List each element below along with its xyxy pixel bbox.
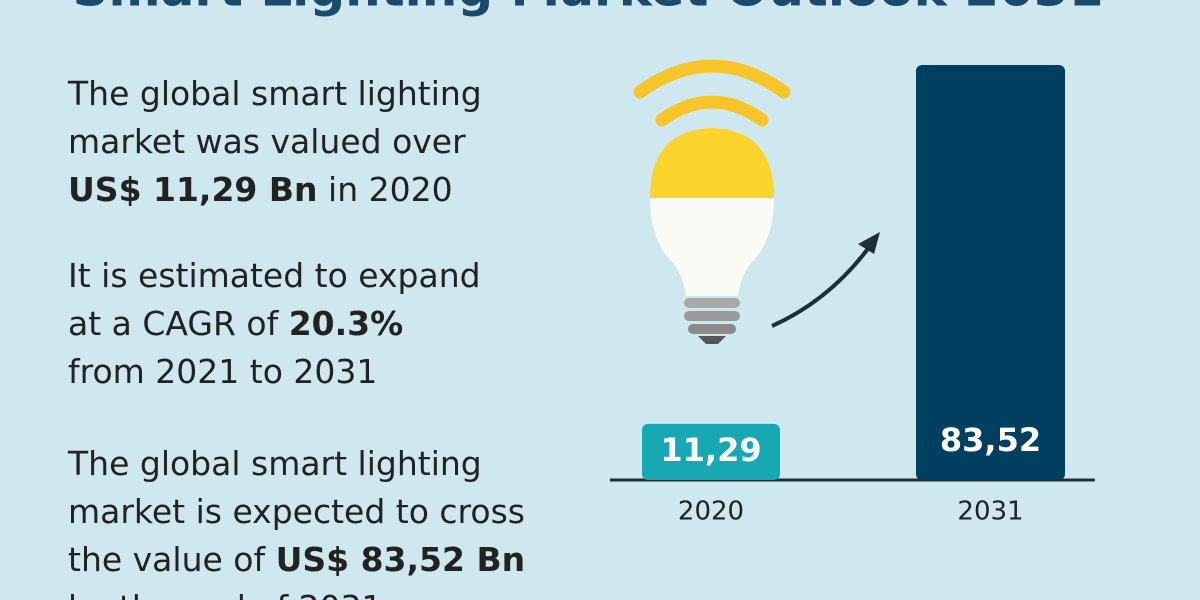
text-span: from 2021 to 2031: [68, 352, 377, 391]
paragraph-line: It is estimated to expand: [68, 256, 481, 295]
paragraph-line: at a CAGR of 20.3%: [68, 304, 403, 343]
paragraph-line: The global smart lighting: [67, 444, 482, 483]
title: Smart Lighting Market Outlook 2031: [73, 0, 1104, 18]
bar: [916, 65, 1065, 480]
text-span: market is expected to cross: [68, 492, 525, 531]
bold-text: 20.3%: [289, 304, 404, 343]
paragraph-line: from 2021 to 2031: [68, 352, 377, 391]
paragraph-line: the value of US$ 83,52 Bn: [68, 540, 525, 579]
paragraph-line: by the end of 2031: [68, 588, 383, 600]
paragraph-line: market is expected to cross: [68, 492, 525, 531]
value-label: 83,52: [940, 421, 1041, 459]
value-label: 11,29: [660, 431, 761, 469]
bold-text: US$ 11,29 Bn: [68, 170, 318, 209]
text-span: market was valued over: [68, 122, 466, 161]
text-span: in 2020: [318, 170, 453, 209]
text-span: the value of: [68, 540, 276, 579]
x-tick-label: 2031: [957, 497, 1023, 527]
text-span: The global smart lighting: [67, 444, 482, 483]
text-span: It is estimated to expand: [68, 256, 481, 295]
text-span: The global smart lighting: [67, 74, 482, 113]
paragraph-line: market was valued over: [68, 122, 466, 161]
text-span: at a CAGR of: [68, 304, 289, 343]
growth-arrow: [771, 232, 880, 328]
bar: [642, 423, 780, 480]
text-span: by the end of 2031: [68, 588, 383, 600]
paragraph-line: The global smart lighting: [67, 74, 482, 113]
bulb-icon: [633, 59, 791, 344]
bold-text: US$ 83,52 Bn: [276, 540, 526, 579]
x-tick-label: 2020: [678, 497, 744, 527]
paragraph-line: US$ 11,29 Bn in 2020: [68, 170, 453, 209]
